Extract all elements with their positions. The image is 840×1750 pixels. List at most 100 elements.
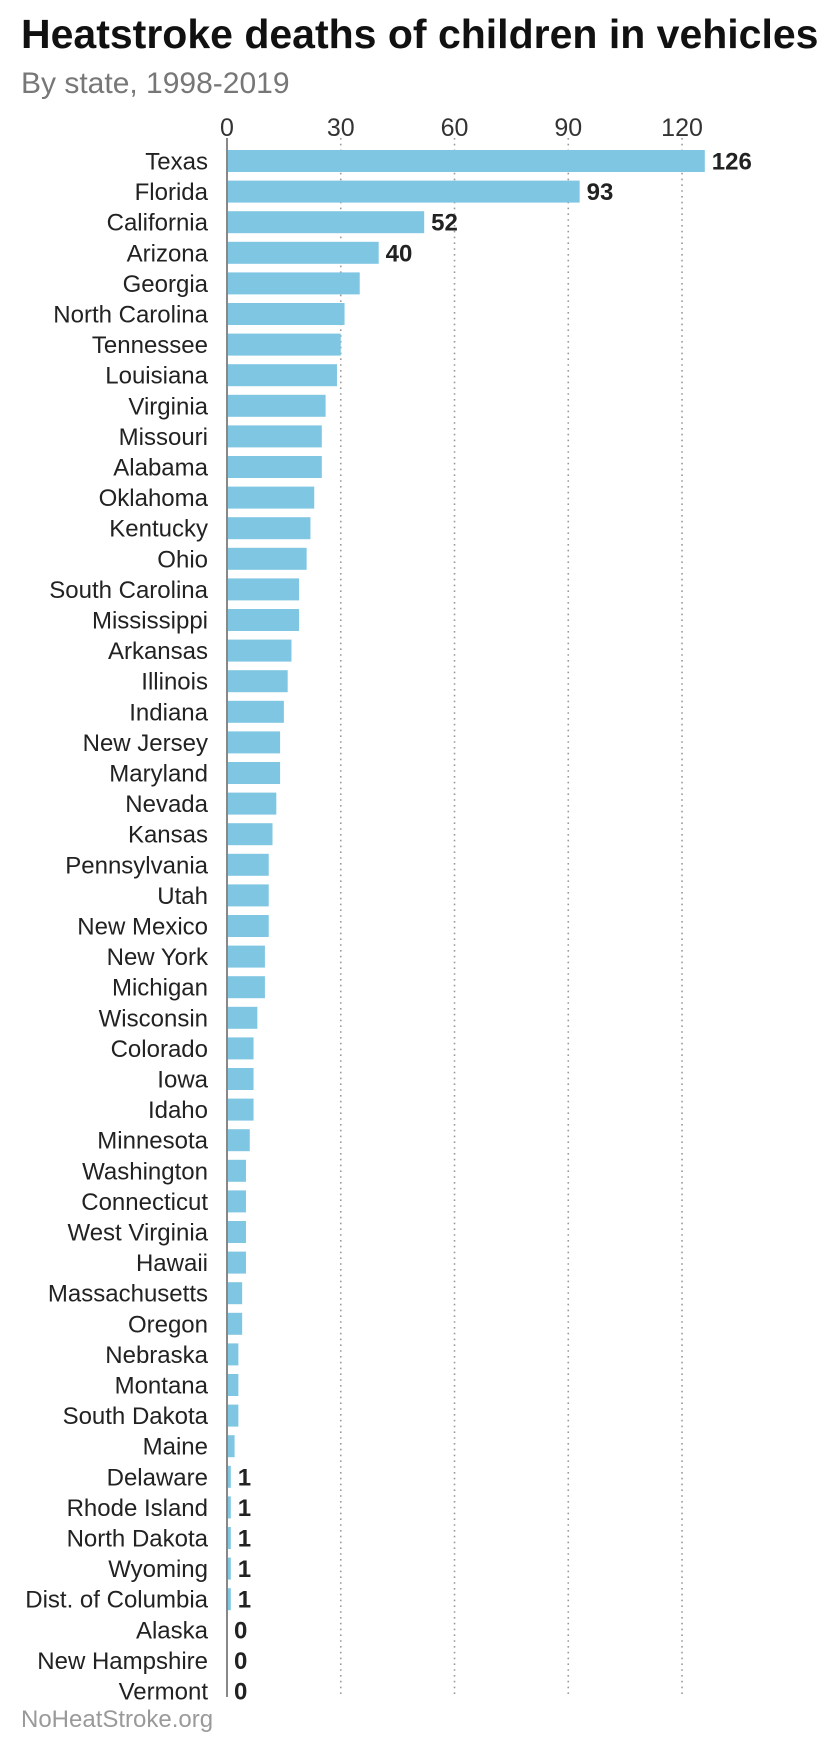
bar xyxy=(227,1404,239,1427)
bar xyxy=(227,547,307,570)
bar xyxy=(227,1312,243,1335)
category-label: New Jersey xyxy=(83,730,208,757)
bar xyxy=(227,639,292,662)
data-label: 93 xyxy=(587,179,614,206)
category-label: Washington xyxy=(82,1158,208,1185)
data-label: 126 xyxy=(712,149,752,176)
category-label: Tennessee xyxy=(92,332,208,359)
bar xyxy=(227,762,281,784)
category-label: Colorado xyxy=(111,1036,208,1063)
category-label: Idaho xyxy=(148,1097,208,1124)
bar xyxy=(227,1557,231,1580)
category-label: New York xyxy=(107,944,209,971)
bar xyxy=(227,1435,235,1458)
x-tick-label: 0 xyxy=(220,114,234,142)
data-label: 52 xyxy=(431,210,458,237)
bar xyxy=(227,1343,239,1366)
bar xyxy=(227,1190,246,1213)
bar xyxy=(227,915,269,937)
category-label: Massachusetts xyxy=(48,1281,208,1308)
category-label: Indiana xyxy=(129,699,208,726)
chart-subtitle: By state, 1998-2019 xyxy=(21,67,290,100)
category-label: North Carolina xyxy=(53,302,208,329)
bar xyxy=(227,1496,231,1519)
bar xyxy=(227,1098,254,1121)
bar xyxy=(227,211,425,234)
bar xyxy=(227,1527,231,1549)
bar xyxy=(227,823,273,846)
bar xyxy=(227,150,705,172)
bar xyxy=(227,945,265,968)
bar xyxy=(227,731,281,754)
data-label: 1 xyxy=(238,1587,251,1614)
category-label: West Virginia xyxy=(67,1220,208,1247)
category-label: Oklahoma xyxy=(99,485,209,512)
chart-title: Heatstroke deaths of children in vehicle… xyxy=(21,11,819,57)
bar xyxy=(227,609,300,631)
source-credit: NoHeatStroke.org xyxy=(21,1706,214,1733)
bar xyxy=(227,578,300,601)
category-label: Kentucky xyxy=(109,516,208,543)
bar xyxy=(227,333,341,356)
category-label: Dist. of Columbia xyxy=(25,1587,208,1614)
category-label: Utah xyxy=(157,883,208,910)
category-label: Louisiana xyxy=(105,363,208,390)
category-label: Wyoming xyxy=(108,1556,208,1583)
data-label: 0 xyxy=(234,1648,247,1675)
bar xyxy=(227,486,315,509)
bar xyxy=(227,670,288,693)
category-label: Montana xyxy=(115,1373,209,1400)
data-label: 0 xyxy=(234,1617,247,1644)
category-label: North Dakota xyxy=(67,1526,209,1553)
category-label: Alaska xyxy=(136,1617,209,1644)
bar xyxy=(227,241,379,264)
data-label: 1 xyxy=(238,1556,251,1583)
data-label: 40 xyxy=(386,240,413,267)
category-label: Maryland xyxy=(109,761,208,788)
bar xyxy=(227,1221,246,1243)
category-label: Mississippi xyxy=(92,608,208,635)
category-label: Virginia xyxy=(128,393,208,420)
category-label: South Carolina xyxy=(49,577,208,604)
bar xyxy=(227,364,337,387)
bar xyxy=(227,1374,239,1396)
bar xyxy=(227,1006,258,1029)
bar xyxy=(227,884,269,907)
bar xyxy=(227,272,360,295)
bar xyxy=(227,180,580,203)
category-label: Minnesota xyxy=(97,1128,208,1155)
bar xyxy=(227,853,269,876)
data-label: 1 xyxy=(238,1495,251,1522)
category-label: Texas xyxy=(145,149,208,176)
category-label: South Dakota xyxy=(63,1403,209,1430)
bar xyxy=(227,1588,231,1611)
category-label: Maine xyxy=(143,1434,208,1461)
category-label: Wisconsin xyxy=(99,1005,208,1032)
bar xyxy=(227,1129,250,1152)
bar xyxy=(227,303,345,325)
bar xyxy=(227,976,265,999)
bar xyxy=(227,1282,243,1305)
category-label: Vermont xyxy=(119,1679,209,1706)
category-label: Connecticut xyxy=(81,1189,208,1216)
x-tick-label: 30 xyxy=(327,114,355,142)
category-label: Ohio xyxy=(157,546,208,573)
category-label: California xyxy=(107,210,209,237)
category-label: Georgia xyxy=(123,271,209,298)
category-label: Arizona xyxy=(127,240,209,267)
bar xyxy=(227,792,277,815)
category-label: Oregon xyxy=(128,1311,208,1338)
bar xyxy=(227,394,326,417)
category-label: New Hampshire xyxy=(37,1648,208,1675)
category-label: Michigan xyxy=(112,975,208,1002)
x-tick-label: 120 xyxy=(661,114,703,142)
category-label: Rhode Island xyxy=(67,1495,208,1522)
bar xyxy=(227,1251,246,1274)
category-label: Pennsylvania xyxy=(65,852,208,879)
category-label: Missouri xyxy=(119,424,208,451)
category-label: Nebraska xyxy=(105,1342,208,1369)
x-tick-label: 60 xyxy=(441,114,469,142)
category-label: Kansas xyxy=(128,822,208,849)
bar xyxy=(227,517,311,540)
